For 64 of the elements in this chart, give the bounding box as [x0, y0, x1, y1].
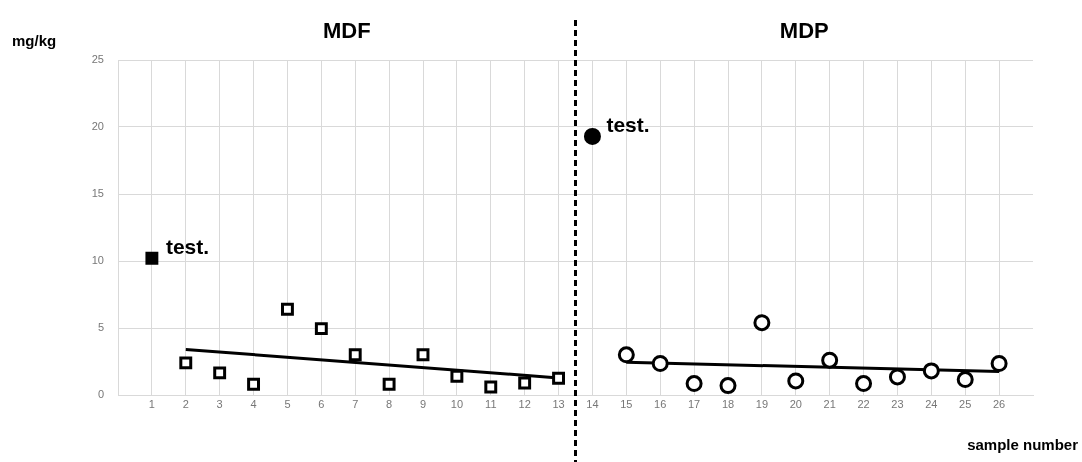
x-tick-label: 18: [721, 397, 735, 410]
y-axis-title: mg/kg: [12, 32, 57, 49]
point: [990, 355, 1008, 373]
point: [922, 362, 940, 380]
x-tick-label: 23: [891, 397, 904, 410]
point: [281, 302, 294, 316]
point: [179, 356, 193, 370]
x-tick-label: 15: [620, 397, 633, 410]
x-tick-label: 24: [925, 397, 938, 410]
point: [583, 127, 601, 145]
point: [956, 371, 974, 389]
x-tick-label: 7: [352, 397, 359, 410]
annotation: test.: [606, 113, 650, 137]
annotation: test.: [165, 235, 210, 259]
x-tick-label: 2: [182, 397, 189, 410]
x-tick-label: 25: [959, 397, 972, 410]
x-tick-label: 26: [992, 397, 1006, 410]
x-tick-label: 12: [518, 397, 531, 410]
point: [484, 380, 498, 394]
text: MDP: [779, 18, 829, 43]
x-tick-label: 11: [485, 397, 497, 410]
point: [821, 351, 839, 369]
point: [247, 377, 261, 391]
x-tick-label: 9: [419, 397, 427, 410]
point: [348, 348, 362, 362]
x-tick-label: 16: [654, 397, 667, 410]
y-tick-label: 15: [91, 187, 104, 200]
point: [719, 377, 737, 395]
point: [888, 368, 906, 386]
x-tick-label: 19: [755, 397, 769, 410]
x-tick-label: 21: [823, 397, 836, 410]
x-tick-label: 6: [318, 397, 325, 410]
x-axis-title: sample number: [967, 436, 1079, 453]
point: [552, 371, 566, 385]
point: [617, 346, 635, 364]
point: [685, 375, 703, 393]
point: [213, 366, 227, 380]
point: [416, 348, 430, 362]
text: MDF: [322, 18, 371, 43]
x-tick-label: 1: [148, 397, 155, 410]
x-tick-label: 8: [386, 397, 393, 410]
x-tick-label: 13: [552, 397, 565, 410]
x-tick-label: 3: [216, 397, 223, 410]
point: [518, 376, 532, 390]
x-tick-label: 10: [450, 397, 464, 410]
x-tick-label: 5: [284, 397, 291, 410]
x-tick-label: 22: [857, 397, 870, 410]
point: [855, 375, 873, 393]
x-tick-label: 20: [789, 397, 802, 410]
point: [753, 314, 771, 332]
x-tick-label: 14: [586, 397, 599, 410]
y-tick-label: 5: [97, 321, 104, 334]
y-tick-label: 10: [91, 254, 104, 267]
point: [787, 372, 805, 390]
point: [651, 355, 669, 373]
point: [145, 251, 159, 265]
y-tick-label: 25: [91, 53, 104, 66]
y-tick-label: 0: [97, 388, 104, 401]
point: [382, 377, 396, 391]
x-tick-label: 4: [250, 397, 257, 410]
point: [450, 369, 464, 383]
point: [314, 322, 328, 336]
y-tick-label: 20: [91, 120, 104, 133]
x-tick-label: 17: [687, 397, 701, 410]
